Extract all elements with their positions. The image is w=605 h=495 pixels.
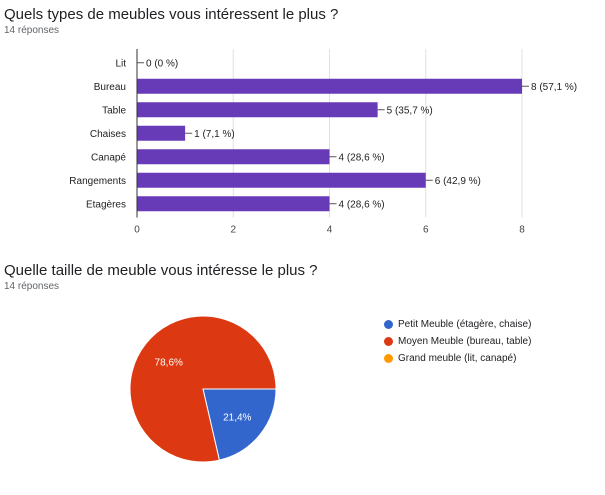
legend-swatch-grand-meuble <box>384 354 393 363</box>
legend-label-moyen-meuble: Moyen Meuble (bureau, table) <box>398 336 532 347</box>
value-label-rangements: 6 (42,9 %) <box>435 176 481 187</box>
legend-label-grand-meuble: Grand meuble (lit, canapé) <box>398 353 517 364</box>
pie-legend: Petit Meuble (étagère, chaise) Moyen Meu… <box>384 316 531 367</box>
category-label-rangements: Rangements <box>69 176 126 187</box>
x-tick-label: 0 <box>134 225 140 236</box>
bar-chart-response-count: 14 réponses <box>4 25 60 36</box>
value-label-canape: 4 (28,6 %) <box>339 152 385 163</box>
x-tick-label: 4 <box>327 225 333 236</box>
value-label-lit: 0 (0 %) <box>146 58 178 69</box>
category-label-table: Table <box>102 105 126 116</box>
legend-label-petit-meuble: Petit Meuble (étagère, chaise) <box>398 319 532 330</box>
category-label-bureau: Bureau <box>94 82 126 93</box>
x-tick-label: 2 <box>230 225 236 236</box>
value-label-etageres: 4 (28,6 %) <box>339 199 385 210</box>
bar-canape[interactable] <box>137 149 330 165</box>
bar-chart-title: Quels types de meubles vous intéressent … <box>4 6 339 23</box>
slice-label-petit-meuble-etagere-chaise: 21,4% <box>223 412 251 423</box>
pie-chart-response-count: 14 réponses <box>4 281 60 292</box>
legend-item-petit-meuble[interactable]: Petit Meuble (étagère, chaise) <box>384 316 531 333</box>
x-tick-label: 6 <box>423 225 429 236</box>
bar-bureau[interactable] <box>137 78 522 94</box>
value-label-chaises: 1 (7,1 %) <box>194 129 235 140</box>
category-label-lit: Lit <box>115 58 126 69</box>
x-tick-label: 8 <box>519 225 525 236</box>
value-label-table: 5 (35,7 %) <box>387 105 433 116</box>
category-label-canape: Canapé <box>91 152 126 163</box>
bar-chart: 0 2 4 6 8 Lit 0 (0 %) Bureau 8 (57,1 %) Table 5 (3… <box>69 49 577 236</box>
pie-slice-petit-meuble-etagere-chaise[interactable] <box>202 388 277 461</box>
category-label-chaises: Chaises <box>90 129 126 140</box>
value-label-bureau: 8 (57,1 %) <box>531 82 577 93</box>
pie-chart: 21,4% 78,6% <box>129 315 277 463</box>
bar-table[interactable] <box>137 102 378 118</box>
bar-chaises[interactable] <box>137 125 186 141</box>
pie-chart-title: Quelle taille de meuble vous intéresse l… <box>4 262 318 279</box>
bar-rangements[interactable] <box>137 172 426 188</box>
legend-swatch-petit-meuble <box>384 320 393 329</box>
legend-item-moyen-meuble[interactable]: Moyen Meuble (bureau, table) <box>384 333 531 350</box>
category-label-etageres: Etagères <box>86 199 126 210</box>
pie-slice-moyen-meuble-bureau-table[interactable] <box>129 315 277 463</box>
bar-etageres[interactable] <box>137 196 330 212</box>
slice-label-moyen-meuble-bureau-table: 78,6% <box>155 358 183 369</box>
legend-item-grand-meuble[interactable]: Grand meuble (lit, canapé) <box>384 350 531 367</box>
legend-swatch-moyen-meuble <box>384 337 393 346</box>
